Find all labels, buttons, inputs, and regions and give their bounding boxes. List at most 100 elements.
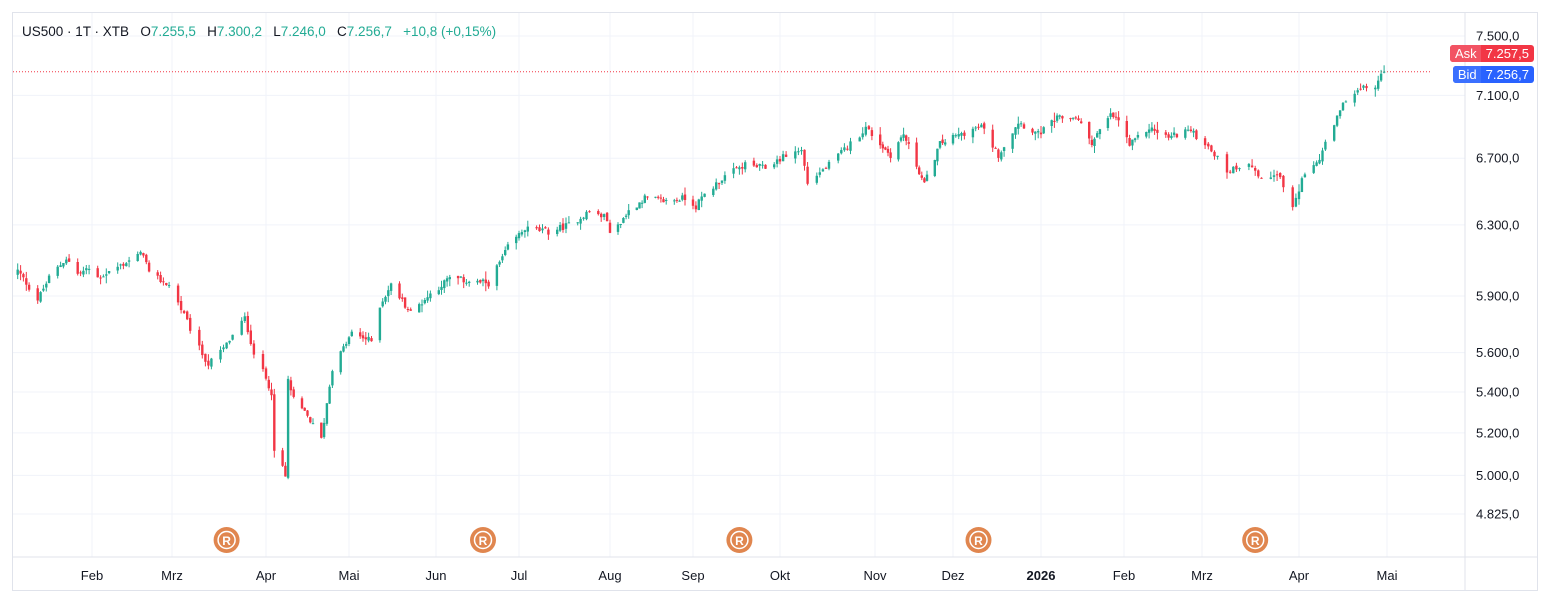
candle-body xyxy=(1133,138,1137,141)
candle-body xyxy=(495,265,499,286)
candle-body xyxy=(861,133,864,138)
candle xyxy=(879,127,882,149)
candle xyxy=(1315,160,1318,167)
candle-body xyxy=(1093,138,1096,146)
candle xyxy=(520,229,524,237)
candle xyxy=(758,163,761,171)
bid-value: 7.256,7 xyxy=(1485,67,1529,82)
candle-body xyxy=(1153,128,1156,131)
candle xyxy=(538,224,541,232)
candle xyxy=(923,177,926,183)
candle xyxy=(1377,75,1380,91)
event-marker[interactable]: R xyxy=(470,527,496,553)
candle-body xyxy=(936,148,939,162)
candle-body xyxy=(387,290,390,297)
candle-body xyxy=(231,334,234,340)
candle-body xyxy=(243,316,246,321)
candle xyxy=(1133,137,1137,143)
candle-body xyxy=(535,227,538,229)
event-marker[interactable]: R xyxy=(213,527,240,553)
candle-body xyxy=(597,211,600,215)
candle xyxy=(418,302,421,313)
event-marker[interactable]: R xyxy=(1242,527,1269,553)
candle-body xyxy=(498,261,501,265)
candle xyxy=(1125,115,1128,144)
candle-body xyxy=(1210,145,1213,152)
candle xyxy=(1184,127,1187,140)
candle xyxy=(971,126,975,144)
candle xyxy=(445,275,449,287)
candle-body xyxy=(654,196,657,198)
candle-body xyxy=(456,275,460,279)
candle xyxy=(331,369,334,388)
candle xyxy=(1269,171,1272,180)
candle-body xyxy=(409,309,412,311)
candle-body xyxy=(1022,124,1026,129)
candle xyxy=(544,226,547,229)
candle-body xyxy=(585,211,588,220)
candle-body xyxy=(1333,125,1336,141)
candle xyxy=(849,137,852,155)
candle xyxy=(991,124,994,152)
candle xyxy=(325,403,329,426)
candle-body xyxy=(744,162,747,170)
candle-body xyxy=(1318,159,1321,164)
event-marker[interactable]: R xyxy=(726,527,753,553)
candle-body xyxy=(1260,177,1263,179)
candle-body xyxy=(1356,90,1359,93)
candle xyxy=(1114,112,1118,121)
candle xyxy=(76,258,79,276)
candle xyxy=(1324,139,1327,151)
candle xyxy=(384,295,387,305)
candle-body xyxy=(107,271,111,274)
legend-low-value: 7.246,0 xyxy=(280,24,326,39)
candle xyxy=(119,263,122,270)
event-marker[interactable]: R xyxy=(965,527,992,553)
candle-body xyxy=(364,337,367,340)
candle xyxy=(585,210,588,221)
candle xyxy=(1014,127,1017,139)
candle xyxy=(1109,108,1112,120)
candle-body xyxy=(1300,178,1304,192)
candle-body xyxy=(1312,165,1315,173)
candle xyxy=(1117,111,1120,127)
candle-body xyxy=(1353,93,1356,103)
candle xyxy=(963,130,966,140)
candle xyxy=(1147,123,1151,139)
candle xyxy=(1042,126,1045,134)
candle-body xyxy=(1377,80,1380,89)
candle-body xyxy=(1156,129,1159,133)
candle-body xyxy=(322,422,326,438)
candle-body xyxy=(1232,166,1235,174)
candle-body xyxy=(1254,168,1257,171)
candle xyxy=(328,384,331,404)
candle-body xyxy=(720,180,724,183)
candle xyxy=(974,126,977,132)
candle xyxy=(938,141,942,150)
candle xyxy=(1312,161,1315,174)
candle-body xyxy=(468,281,471,283)
candle xyxy=(1374,85,1377,97)
candle xyxy=(1069,117,1072,122)
candle-body xyxy=(156,272,159,276)
legend-symbol[interactable]: US500 xyxy=(22,24,64,39)
candle-body xyxy=(76,262,79,274)
candle-body xyxy=(389,283,393,291)
candle-body xyxy=(602,214,606,217)
candle-body xyxy=(582,217,585,219)
candle xyxy=(1216,155,1219,160)
candle-body xyxy=(102,276,105,278)
candle-body xyxy=(576,222,579,224)
candle xyxy=(65,256,68,265)
candle-body xyxy=(122,263,125,266)
candle-body xyxy=(1303,174,1307,178)
legend-close-label: C xyxy=(337,24,347,39)
candle xyxy=(781,150,785,162)
candle-body xyxy=(381,301,384,307)
candle-body xyxy=(1145,132,1148,137)
candle xyxy=(899,135,903,143)
candle-body xyxy=(616,224,620,232)
candle xyxy=(320,422,323,439)
candle-body xyxy=(897,142,900,160)
